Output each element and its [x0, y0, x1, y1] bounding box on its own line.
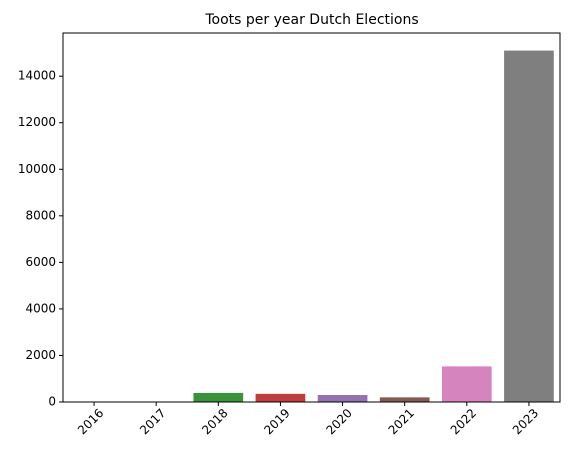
bar-2023 [504, 50, 554, 402]
y-tick-label-14000: 14000 [18, 69, 56, 83]
bar-2020 [317, 395, 368, 402]
y-tick-label-6000: 6000 [25, 255, 56, 269]
chart-title: Toots per year Dutch Elections [204, 12, 418, 28]
x-tick-label-2020: 2020 [323, 406, 354, 437]
plot-frame [62, 32, 561, 403]
x-tick-label-2017: 2017 [137, 406, 168, 437]
x-tick-label-2021: 2021 [386, 406, 417, 437]
x-tick-label-2016: 2016 [75, 406, 106, 437]
y-tick-label-12000: 12000 [18, 115, 56, 129]
x-tick-label-2019: 2019 [261, 406, 292, 437]
x-tick-label-2022: 2022 [448, 406, 479, 437]
x-tick-label-2023: 2023 [510, 406, 541, 437]
x-tick-label-2018: 2018 [199, 406, 230, 437]
bar-2021 [379, 397, 430, 402]
y-tick-label-0: 0 [48, 395, 56, 409]
y-tick-label-8000: 8000 [25, 208, 56, 222]
y-axis: 0 2000 4000 6000 8000 10000 12000 14000 [18, 69, 63, 409]
y-tick-label-2000: 2000 [25, 348, 56, 362]
bars-group [69, 50, 554, 402]
y-tick-label-4000: 4000 [25, 301, 56, 315]
bar-2022 [441, 366, 492, 402]
bar-2019 [255, 393, 306, 402]
x-axis: 2016 2017 2018 2019 2020 2021 2022 2023 [75, 402, 541, 437]
y-tick-label-10000: 10000 [18, 162, 56, 176]
bar-2018 [193, 392, 244, 402]
